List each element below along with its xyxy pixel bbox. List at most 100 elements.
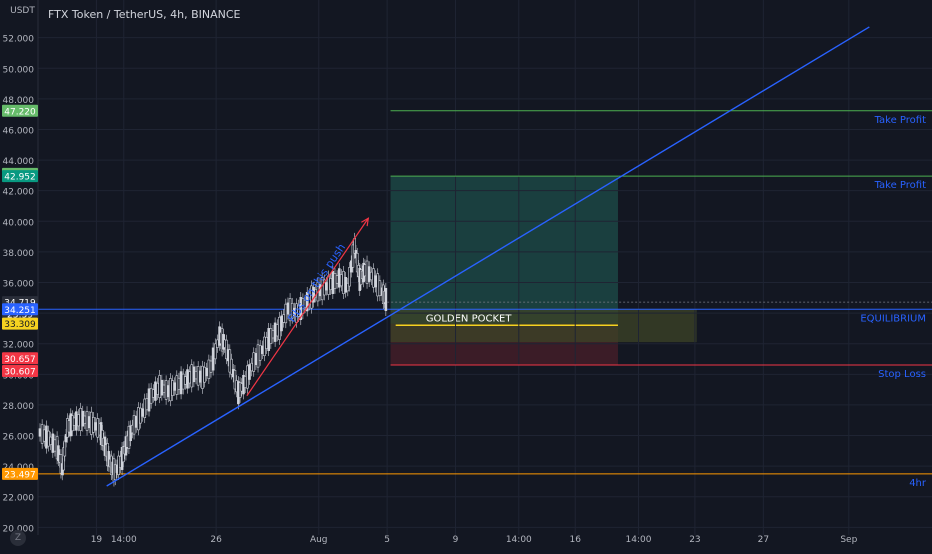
y-tick-label: 52.000: [3, 35, 35, 45]
candle-body: [85, 411, 89, 431]
candle-body: [265, 336, 268, 349]
level-label: 4hr: [909, 478, 927, 489]
price-label: 30.607: [4, 368, 36, 378]
zone-label: GOLDEN POCKET: [426, 313, 513, 324]
level-label: Take Profit: [874, 115, 927, 126]
candle-body: [192, 366, 196, 383]
candle-body: [42, 429, 46, 442]
price-label: 33.309: [4, 320, 36, 330]
candle-body: [363, 264, 367, 277]
level-label: Stop Loss: [878, 369, 926, 380]
candle-body: [207, 359, 211, 379]
candle-body: [184, 376, 187, 385]
candle-body: [230, 358, 233, 375]
candle-body: [186, 369, 189, 389]
price-label: 30.657: [4, 355, 36, 365]
candle-body: [374, 275, 377, 288]
candle-body: [275, 324, 279, 337]
y-tick-label: 32.000: [3, 341, 35, 351]
x-tick-label: Sep: [840, 535, 857, 545]
candle-body: [181, 373, 185, 390]
candle-body: [156, 382, 159, 395]
candle-body: [137, 407, 140, 431]
x-tick-label: 19: [91, 535, 103, 545]
candle-body: [252, 352, 256, 372]
x-tick-label: 14:00: [626, 535, 652, 545]
x-tick-label: 16: [570, 535, 582, 545]
candle-body: [327, 275, 330, 295]
candle-body: [147, 388, 151, 412]
candle-body: [199, 370, 202, 383]
candle-body: [164, 380, 168, 400]
candle-body: [139, 407, 142, 424]
price-label-box-green: [2, 170, 38, 183]
candle-body: [263, 336, 266, 357]
candle-body: [38, 428, 42, 437]
x-tick-label: 23: [689, 535, 700, 545]
price-label: 23:39: [7, 311, 33, 321]
logo-icon[interactable]: Z: [10, 530, 26, 546]
y-tick-label: 40.000: [3, 218, 35, 228]
candle-body: [169, 378, 172, 402]
time-axis: 19 14:00 26 Aug 5 9 14:00 16 14:00 23 27 Sep: [91, 535, 858, 545]
candle-body: [47, 430, 50, 447]
y-tick-label: 50.000: [3, 65, 35, 75]
candle-body: [346, 282, 350, 292]
candle-body: [171, 380, 174, 396]
candle-body: [367, 266, 371, 282]
candle-body: [243, 376, 247, 388]
candle-body: [94, 422, 97, 431]
candle-body: [246, 365, 249, 389]
candle-body: [149, 387, 153, 404]
candle-body: [365, 260, 369, 284]
candle-body: [340, 274, 343, 287]
candle-body: [211, 347, 215, 371]
levels-layer: Take Profit Take Profit EQUILIBRIUM Stop Lo…: [38, 110, 932, 489]
candle-body: [250, 362, 253, 372]
candle-body: [162, 384, 166, 393]
y-tick-label: 42.000: [3, 188, 35, 198]
candle-body: [216, 339, 219, 348]
candle-body: [190, 364, 194, 388]
x-tick-label: Aug: [310, 535, 328, 545]
candle-body: [51, 433, 55, 453]
candle-body: [83, 415, 87, 424]
x-tick-label: 27: [758, 535, 769, 545]
candle-body: [325, 282, 328, 291]
y-tick-label: 36.000: [3, 280, 35, 290]
candle-body: [96, 418, 100, 438]
candle-body: [92, 417, 95, 433]
candle-body: [49, 436, 52, 446]
price-label: 42.952: [4, 173, 36, 183]
candle-body: [132, 415, 136, 435]
candle-body: [370, 271, 373, 281]
candle-body: [179, 371, 183, 395]
candle-body: [329, 278, 333, 290]
candle-body: [177, 377, 181, 390]
candle-body: [269, 328, 273, 344]
price-label: 34.251: [4, 306, 36, 316]
x-tick-label: 14:00: [111, 535, 137, 545]
candle-body: [194, 370, 198, 380]
chart-title: FTX Token / TetherUS, 4h, BINANCE: [48, 8, 241, 21]
candle-body: [158, 375, 161, 399]
x-tick-label: 26: [210, 535, 222, 545]
candle-body: [175, 375, 179, 395]
candle-body: [344, 276, 347, 293]
candle-body: [87, 416, 91, 429]
candle-body: [213, 343, 217, 360]
x-tick-label: 14:00: [506, 535, 532, 545]
candle-body: [333, 273, 337, 289]
candle-body: [201, 365, 204, 389]
candle-body: [188, 371, 191, 384]
candle-body: [337, 268, 341, 288]
candle-body: [331, 271, 335, 294]
grid-layer: [38, 0, 932, 535]
price-label: 23.497: [4, 470, 36, 480]
candle-body: [134, 415, 138, 428]
candle-body: [143, 398, 147, 419]
price-label-box-blue: [2, 303, 38, 316]
candle-body: [248, 364, 251, 380]
